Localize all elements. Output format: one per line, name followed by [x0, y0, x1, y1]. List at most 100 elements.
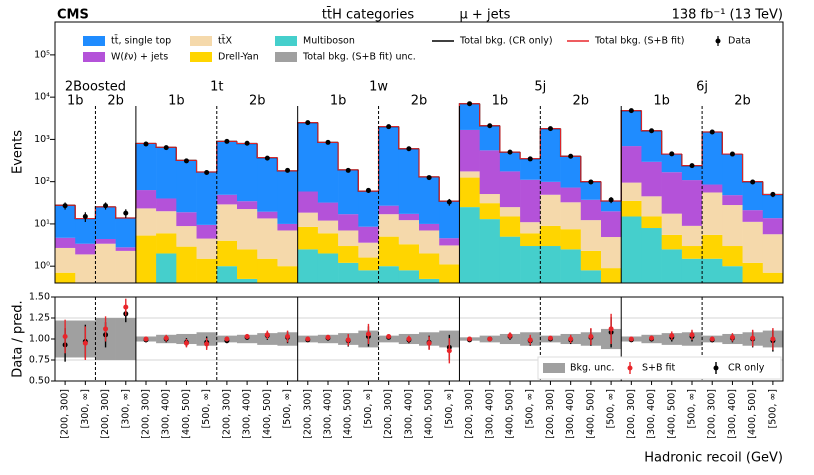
total-sb-line [236, 141, 258, 145]
ratio-unc-band [115, 318, 137, 360]
total-sb-line [74, 205, 96, 220]
stack-segment [216, 266, 238, 283]
stack-segment [661, 249, 683, 283]
stack-segment [297, 122, 319, 192]
x-tick-label: [400, 500] [343, 389, 354, 439]
legend-swatch [275, 52, 297, 62]
legend-label: Multiboson [303, 36, 355, 47]
stack-segment [317, 202, 339, 221]
x-tick-label: [500, ∞] [606, 389, 617, 429]
data-point [143, 141, 149, 147]
stack-segment [75, 218, 96, 244]
ratio-sb-point [568, 336, 574, 342]
data-point [608, 197, 614, 203]
y-tick-label: 10² [34, 176, 50, 187]
ratio-sb-point [224, 336, 230, 342]
stack-segment [459, 129, 480, 172]
x-tick-label: [300, ∞] [120, 389, 131, 429]
ratio-panel-marks [55, 298, 783, 364]
stack-segment [560, 202, 582, 230]
stack-segment [702, 131, 723, 185]
x-tick-label: [200, 300] [60, 389, 71, 439]
stack-segment [196, 224, 218, 239]
total-sb-line [357, 169, 379, 192]
subregion-label: 2b [411, 94, 428, 109]
data-point [709, 129, 715, 135]
stack-segment [742, 221, 764, 263]
total-sb-line [276, 157, 298, 172]
stack-segment [681, 180, 703, 226]
region-label: 5j [534, 80, 546, 95]
stack-segment [378, 205, 400, 215]
ratio-sb-point [547, 335, 553, 341]
x-tick-label: [300, ∞] [80, 389, 91, 429]
stack-segment [277, 223, 298, 231]
stack-segment [317, 233, 339, 254]
stack-segment [459, 171, 480, 178]
stack-segment [297, 249, 319, 283]
stack-segment [156, 211, 177, 234]
stack-segment [540, 246, 561, 283]
x-tick-label: [400, 500] [424, 389, 435, 439]
x-tick-label: [200, 300] [707, 389, 718, 439]
ratio-y-tick-label: 1.50 [29, 292, 50, 303]
stack-segment [520, 179, 541, 223]
overlay: 0.50 0.75 1.00 1.25 1.50 10⁰ 10¹ 10² 10³ 10⁴ 10⁵ [2… [29, 35, 782, 439]
stack-segment [540, 128, 561, 182]
ratio-sb-point [628, 336, 634, 342]
ratio-sb-point [689, 332, 695, 338]
data-point [325, 139, 331, 145]
stack-segment [135, 235, 157, 283]
stack-segment [135, 208, 157, 236]
stack-segment [580, 181, 602, 200]
stack-segment [277, 266, 298, 283]
stack-segment [439, 201, 460, 239]
stack-segment [55, 205, 76, 238]
ratio-sb-point [82, 340, 88, 346]
legend-label: Bkg. unc. [570, 363, 614, 374]
region-label: 1t [210, 80, 223, 95]
data-point [547, 126, 553, 132]
stack-segment [135, 190, 157, 209]
y-tick-label: 10⁵ [34, 49, 50, 60]
stack-segment [176, 246, 197, 283]
stack-segment [55, 272, 76, 283]
ratio-legend-bg [537, 356, 782, 380]
stack-segment [520, 233, 541, 247]
data-point [264, 155, 270, 161]
stack-segment [176, 226, 197, 247]
legend-label: Drell-Yan [218, 52, 259, 63]
lumi-label: 138 fb⁻¹ (13 TeV) [672, 8, 783, 23]
stack-segment [358, 257, 379, 271]
data-point [103, 203, 109, 209]
stack-segment [499, 207, 521, 217]
x-tick-label: [500, ∞] [767, 389, 778, 429]
stack-segment [257, 258, 278, 283]
stack-segment [135, 143, 157, 191]
stack-segment [661, 154, 683, 173]
stack-segment [479, 194, 501, 204]
total-sb-line [519, 152, 541, 160]
stack-segment [540, 225, 561, 247]
data-point [183, 158, 189, 164]
x-tick-label: [200, 300] [141, 389, 152, 439]
data-point [386, 124, 392, 130]
ratio-sb-point [406, 336, 412, 342]
x-tick-label: [300, 400] [323, 389, 334, 439]
stack-segment [479, 150, 501, 195]
stack-segment [499, 216, 521, 237]
data-point [163, 145, 169, 151]
ratio-y-tick-label: 1.00 [29, 334, 50, 345]
legend-label: Data [728, 36, 751, 47]
stack-segment [176, 212, 197, 227]
stack-segment [681, 258, 703, 283]
ratio-sb-point [770, 336, 776, 342]
stack-segment [398, 220, 420, 245]
total-sb-line [196, 160, 217, 173]
ratio-sb-point [386, 333, 392, 339]
data-point [224, 138, 230, 144]
total-sb-line [479, 103, 500, 127]
stack-segment [398, 213, 420, 221]
legend-swatch [83, 36, 105, 46]
ratio-sb-point [729, 334, 735, 340]
